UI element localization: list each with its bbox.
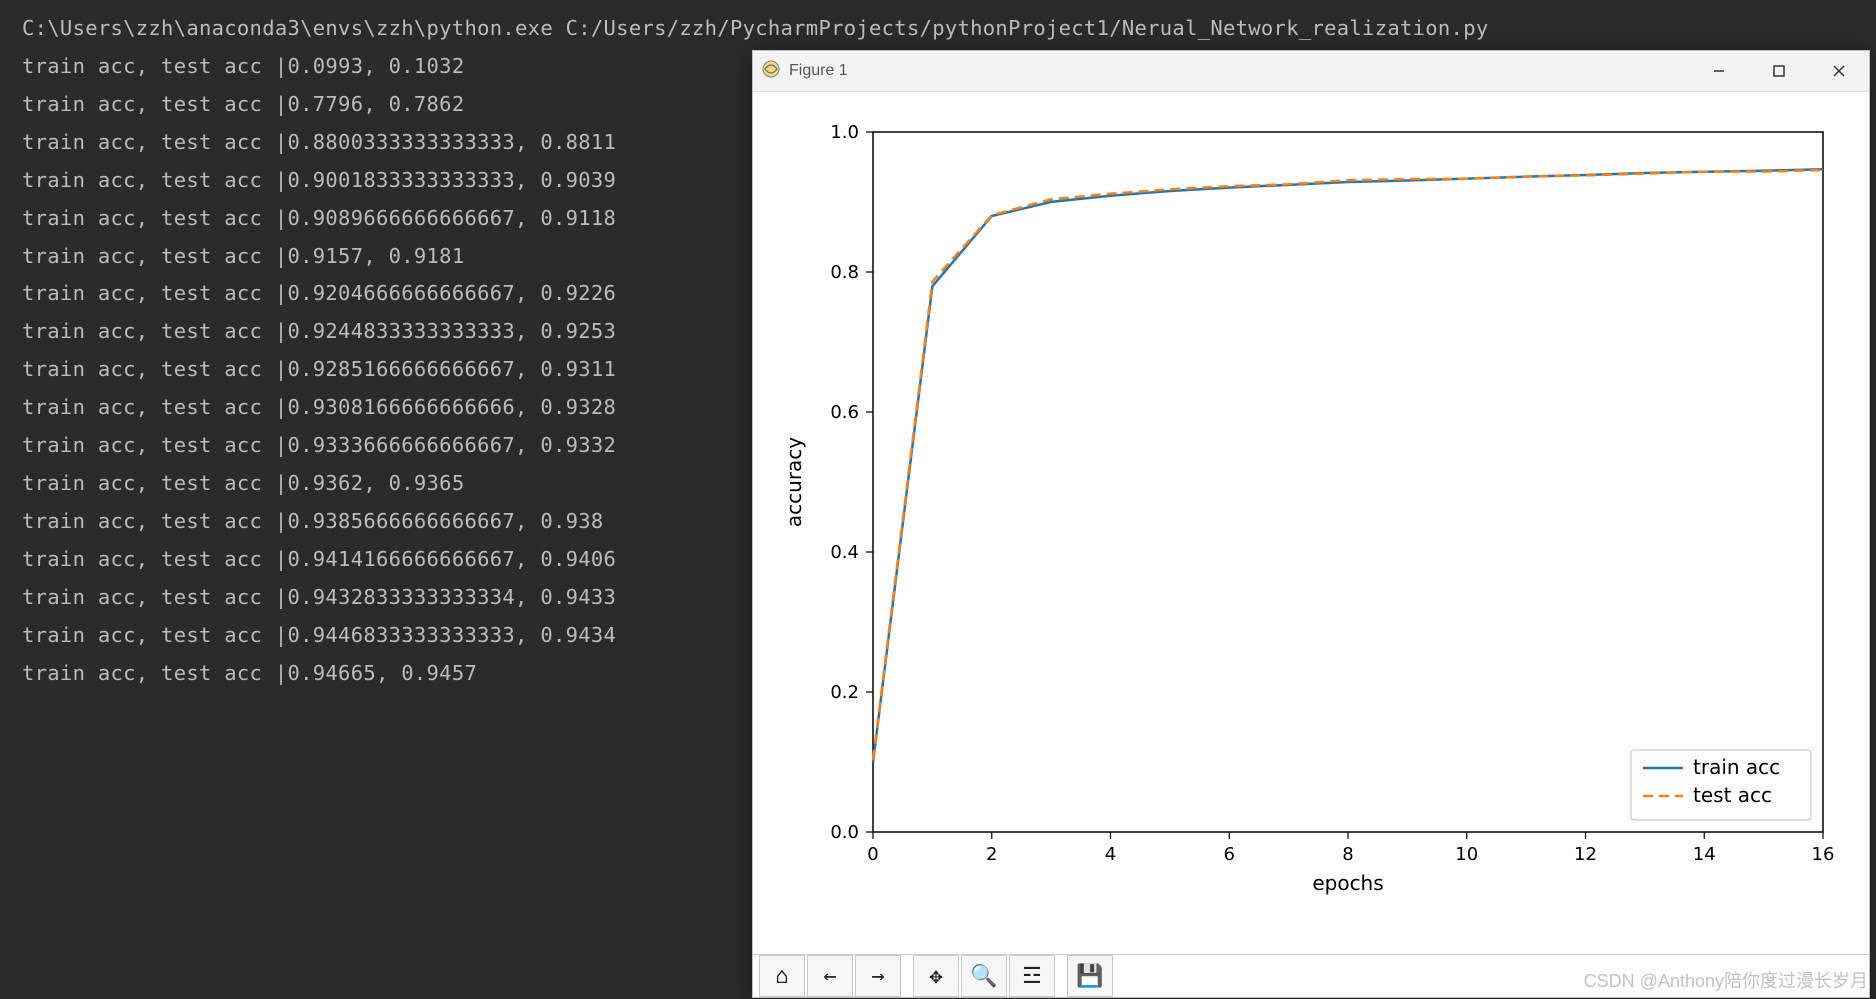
forward-icon[interactable]: →: [855, 955, 901, 997]
svg-text:train acc: train acc: [1693, 755, 1780, 779]
pan-icon[interactable]: ✥: [913, 955, 959, 997]
minimize-button[interactable]: [1689, 51, 1749, 91]
svg-text:0.8: 0.8: [830, 262, 859, 283]
window-titlebar[interactable]: Figure 1: [753, 51, 1869, 92]
figure-window: Figure 1 0 2 4 6 8 10 12 14 16 0.0 0.2 0.4 0.6 0.8 1.0…: [752, 50, 1870, 998]
svg-text:8: 8: [1342, 844, 1353, 865]
matplotlib-toolbar: ⌂←→ ✥🔍☲ 💾: [753, 954, 1869, 997]
app-icon: [761, 59, 781, 84]
save-icon[interactable]: 💾: [1067, 955, 1113, 997]
svg-text:epochs: epochs: [1312, 871, 1383, 895]
svg-text:16: 16: [1812, 844, 1835, 865]
svg-text:1.0: 1.0: [830, 122, 859, 143]
svg-text:0.0: 0.0: [830, 822, 859, 843]
close-button[interactable]: [1809, 51, 1869, 91]
plot-canvas[interactable]: 0 2 4 6 8 10 12 14 16 0.0 0.2 0.4 0.6 0.8 1.0 epochs acc…: [753, 92, 1869, 954]
svg-text:10: 10: [1455, 844, 1478, 865]
svg-text:6: 6: [1224, 844, 1235, 865]
svg-text:0: 0: [867, 844, 878, 865]
svg-text:2: 2: [986, 844, 997, 865]
terminal-command: C:\Users\zzh\anaconda3\envs\zzh\python.e…: [22, 16, 1488, 40]
zoom-icon[interactable]: 🔍: [961, 955, 1007, 997]
svg-text:0.6: 0.6: [830, 402, 859, 423]
home-icon[interactable]: ⌂: [759, 955, 805, 997]
svg-text:0.4: 0.4: [830, 542, 859, 563]
svg-text:14: 14: [1693, 844, 1716, 865]
svg-text:accuracy: accuracy: [782, 437, 806, 527]
window-title: Figure 1: [789, 62, 848, 80]
back-icon[interactable]: ←: [807, 955, 853, 997]
svg-text:0.2: 0.2: [830, 682, 859, 703]
maximize-button[interactable]: [1749, 51, 1809, 91]
svg-text:test acc: test acc: [1693, 783, 1772, 807]
svg-text:4: 4: [1105, 844, 1116, 865]
configure-icon[interactable]: ☲: [1009, 955, 1055, 997]
svg-text:12: 12: [1574, 844, 1597, 865]
